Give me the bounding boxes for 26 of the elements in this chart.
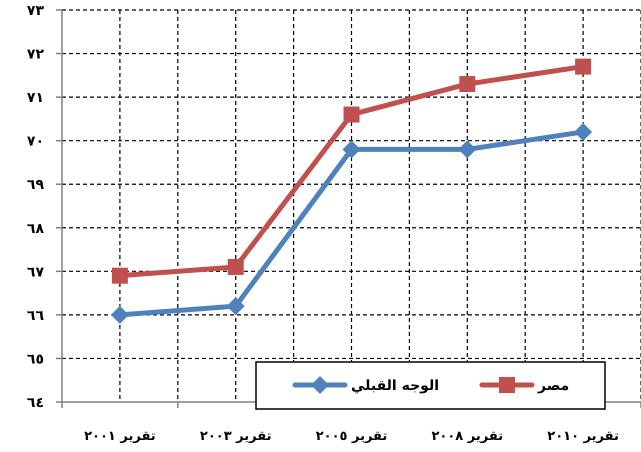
- point: [228, 258, 244, 275]
- point: [342, 140, 360, 158]
- y-tick-label: ٧١: [26, 90, 44, 106]
- y-tick-label: ٦٧: [26, 264, 44, 280]
- x-tick-label: تقرير ٢٠٠١: [84, 429, 156, 444]
- legend-label: مصر: [537, 378, 570, 394]
- point: [110, 306, 129, 324]
- x-tick-label: تقرير ٢٠١٠: [547, 429, 619, 444]
- x-tick-label: تقرير ٢٠٠٨: [432, 429, 504, 444]
- point: [112, 268, 128, 284]
- y-tick-label: ٦٨: [26, 220, 44, 237]
- point: [459, 76, 476, 92]
- point: [575, 58, 592, 75]
- y-tick-label: ٦٤: [26, 395, 44, 411]
- point: [574, 122, 592, 141]
- x-tick-label: تقرير ٢٠٠٣: [200, 429, 272, 444]
- legend-label: الوجه القبلي: [351, 378, 440, 394]
- y-tick-label: ٦٩: [26, 177, 44, 194]
- point: [226, 297, 245, 316]
- x-tick-label: تقرير ٢٠٠٥: [316, 429, 388, 444]
- y-tick-label: ٧٠: [26, 134, 44, 150]
- y-tick-label: ٧٣: [26, 3, 44, 19]
- y-tick-label: ٦٦: [26, 308, 44, 324]
- y-tick-label: ٦٥: [26, 351, 44, 368]
- y-tick-label: ٧٢: [26, 46, 44, 63]
- point: [344, 106, 360, 123]
